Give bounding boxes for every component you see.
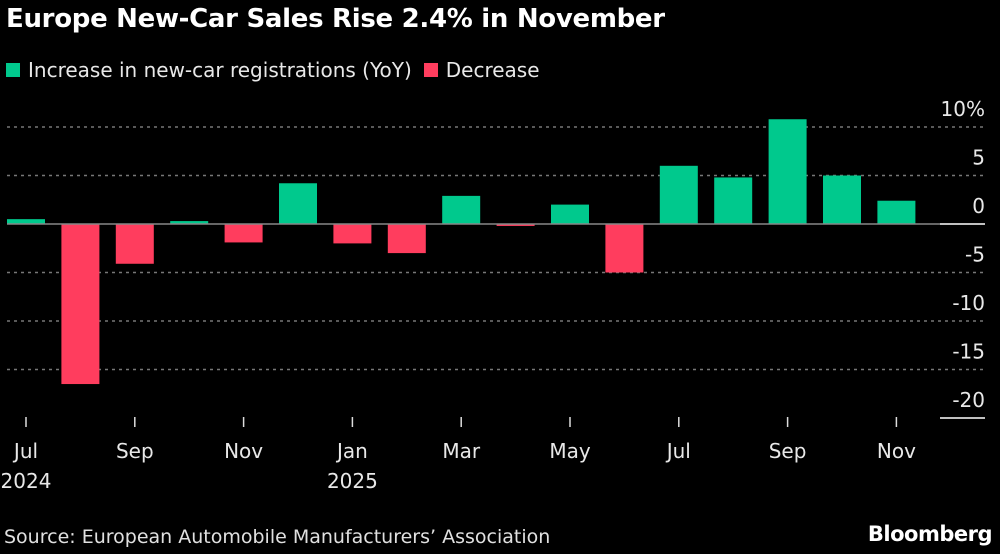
bar-nov-2024 [224,224,263,243]
bar-oct-2025 [823,175,861,224]
bar-jun-2025 [605,224,644,273]
y-tick-label: 0 [972,194,985,218]
y-tick-label: -10 [952,291,985,315]
y-tick-label: -15 [952,340,985,364]
source-note: Source: European Automobile Manufacturer… [4,526,551,548]
bar-aug-2025 [714,177,753,224]
y-tick-label: 5 [972,146,985,170]
x-tick-label: Jan [335,439,368,463]
bar-nov-2025 [877,200,916,224]
bar-mar-2025 [442,195,481,224]
x-tick-label: Mar [442,439,481,463]
y-tick-label: -20 [952,388,985,412]
legend-label-decrease: Decrease [445,58,540,82]
x-tick-label: May [549,439,591,463]
x-tick-label: Sep [769,439,807,463]
bar-sep-2024 [115,224,154,264]
bar-aug-2024 [61,224,100,385]
x-tick-year-label: 2025 [327,469,378,493]
legend-item-increase: Increase in new-car registrations (YoY) [6,58,412,82]
bar-sep-2025 [768,119,807,224]
bar-jul-2025 [659,165,698,224]
x-tick-label: Nov [877,439,916,463]
x-tick-label: Nov [224,439,263,463]
x-tick-year-label: 2024 [1,469,52,493]
bloomberg-logo: Bloomberg [867,522,993,546]
legend-swatch-decrease [423,63,438,77]
bar-may-2025 [551,204,589,224]
chart-title: Europe New-Car Sales Rise 2.4% in Novemb… [6,4,665,34]
legend-item-decrease: Decrease [423,58,540,82]
bar-oct-2024 [170,221,209,224]
y-tick-label: -5 [965,243,985,267]
bar-dec-2024 [279,183,317,224]
legend: Increase in new-car registrations (YoY) … [6,58,552,82]
bar-jul-2024 [7,219,45,224]
y-tick-label: 10% [941,97,985,121]
bar-jan-2025 [333,224,372,244]
x-tick-label: Jul [665,439,691,463]
legend-swatch-increase [6,63,20,77]
bar-apr-2025 [496,224,535,226]
x-tick-label: Jul [12,439,38,463]
legend-label-increase: Increase in new-car registrations (YoY) [28,58,412,82]
x-tick-label: Sep [116,439,154,463]
bar-feb-2025 [387,224,426,254]
